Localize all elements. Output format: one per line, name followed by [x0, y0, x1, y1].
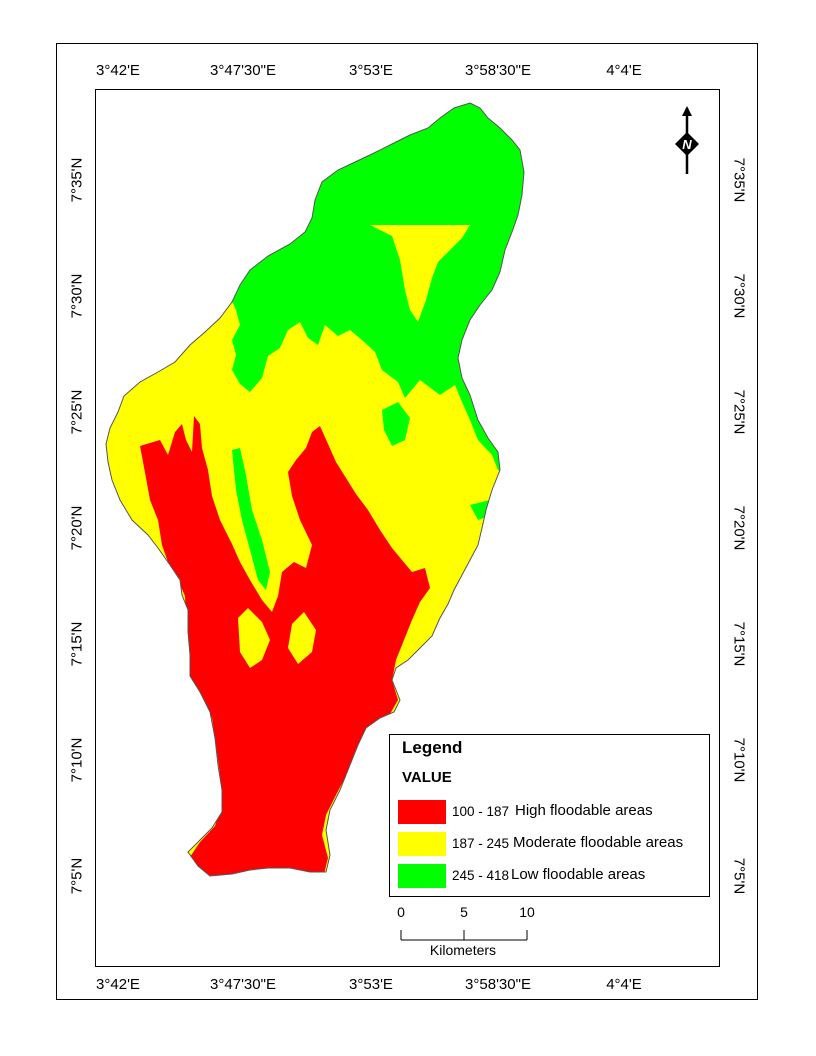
top-tick-label: 3°47'30"E [210, 62, 276, 79]
top-tick-label: 3°53'E [349, 62, 393, 79]
north-label: N [682, 137, 692, 152]
scale-unit-label: Kilometers [429, 942, 497, 958]
scale-label-10: 10 [519, 904, 535, 920]
moderate-zone-inlay [238, 608, 316, 668]
scale-label-5: 5 [460, 904, 468, 920]
scale-bar: 0 5 10 Kilometers [390, 900, 540, 960]
low-zone-patch [232, 402, 492, 590]
basin-outline [105, 102, 525, 877]
bottom-tick-label: 3°42'E [96, 976, 140, 993]
legend-label-high: High floodable areas [515, 802, 653, 819]
legend-field-name: VALUE [402, 769, 452, 786]
map-frame-inner [95, 89, 720, 967]
top-tick-label: 3°42'E [96, 62, 140, 79]
legend-swatch-high [398, 800, 446, 824]
legend-range-high: 100 - 187 [452, 804, 510, 819]
bottom-tick-label: 4°4'E [606, 976, 642, 993]
map-frame-outer [56, 43, 758, 1000]
top-tick-label: 3°58'30"E [465, 62, 531, 79]
legend-range-moderate: 187 - 245 [452, 836, 510, 851]
bottom-tick-label: 3°53'E [349, 976, 393, 993]
legend-box: Legend VALUE 100 - 187 High floodable ar… [389, 734, 710, 897]
legend-swatch-moderate [398, 832, 446, 856]
legend-item-high: 100 - 187 High floodable areas [398, 800, 710, 824]
legend-item-low: 245 - 418 Low floodable areas [398, 864, 710, 888]
legend-swatch-low [398, 864, 446, 888]
bottom-tick-label: 3°47'30"E [210, 976, 276, 993]
legend-range-low: 245 - 418 [452, 868, 510, 883]
top-tick-label: 4°4'E [606, 62, 642, 79]
legend-item-moderate: 187 - 245 Moderate floodable areas [398, 832, 710, 856]
high-zone [140, 416, 430, 876]
legend-title: Legend [402, 738, 463, 757]
north-arrow-icon: N [675, 106, 699, 174]
scale-bar-graphic [400, 930, 528, 941]
legend-label-low: Low floodable areas [511, 866, 646, 883]
scale-label-0: 0 [397, 904, 405, 920]
bottom-tick-label: 3°58'30"E [465, 976, 531, 993]
legend-label-moderate: Moderate floodable areas [513, 834, 684, 851]
